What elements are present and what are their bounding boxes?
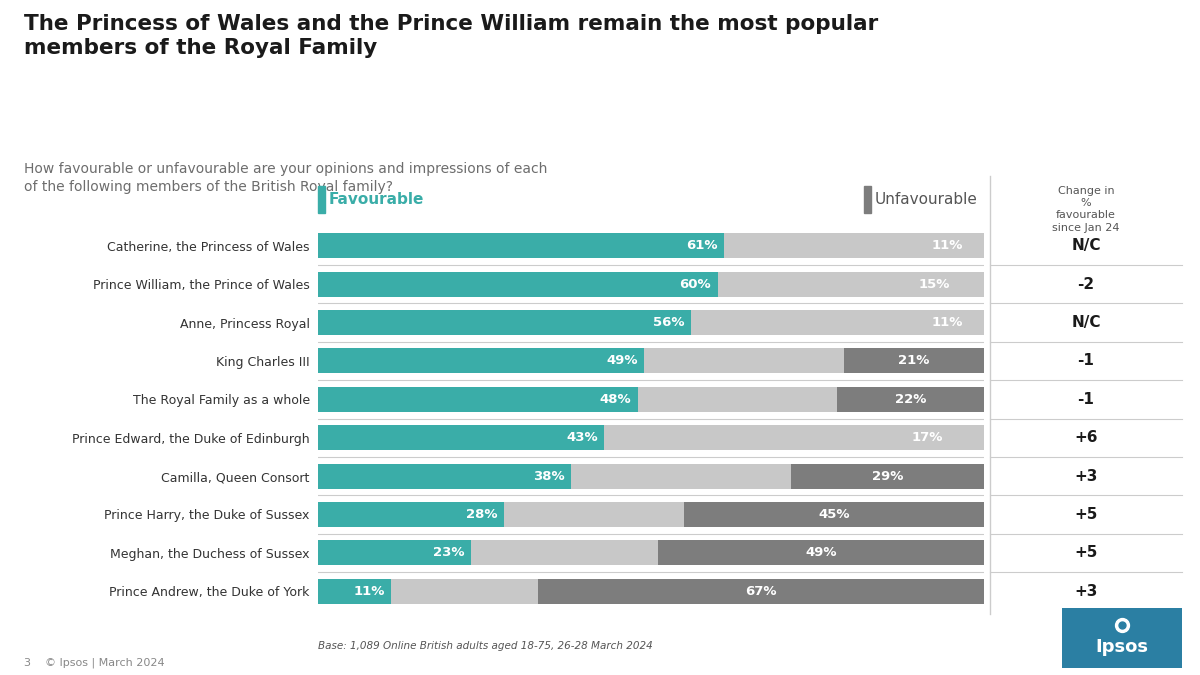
Bar [725, 234, 911, 259]
Text: Unfavourable: Unfavourable [875, 192, 978, 207]
Text: 22%: 22% [895, 393, 926, 406]
Bar [838, 387, 984, 412]
Bar [911, 234, 984, 259]
Text: 17%: 17% [912, 431, 943, 444]
Bar [658, 541, 984, 566]
Text: Ipsos: Ipsos [1096, 638, 1148, 656]
Bar [718, 272, 884, 296]
Text: 43%: 43% [566, 431, 598, 444]
Text: 3    © Ipsos | March 2024: 3 © Ipsos | March 2024 [24, 657, 164, 668]
Text: 28%: 28% [467, 508, 498, 521]
Bar [605, 425, 871, 450]
Text: Base: 1,089 Online British adults aged 18-75, 26-28 March 2024: Base: 1,089 Online British adults aged 1… [318, 641, 653, 651]
Text: 60%: 60% [679, 277, 710, 291]
Text: -1: -1 [1078, 392, 1094, 407]
Text: Change in
%
favourable
since Jan 24: Change in % favourable since Jan 24 [1052, 186, 1120, 233]
Bar [318, 348, 644, 373]
Text: 45%: 45% [818, 508, 850, 521]
Bar [644, 348, 844, 373]
Text: The Princess of Wales and the Prince William remain the most popular
members of : The Princess of Wales and the Prince Wil… [24, 14, 878, 57]
Text: +5: +5 [1074, 507, 1098, 522]
Text: 38%: 38% [533, 470, 564, 483]
Bar [911, 310, 984, 335]
Text: +3: +3 [1074, 584, 1098, 599]
Bar [318, 272, 718, 296]
Text: 11%: 11% [931, 316, 964, 329]
Bar [318, 387, 637, 412]
Text: +3: +3 [1074, 468, 1098, 483]
Bar [318, 541, 472, 566]
Text: 11%: 11% [353, 585, 385, 598]
Text: 23%: 23% [433, 546, 464, 560]
Text: +5: +5 [1074, 545, 1098, 560]
Bar [684, 502, 984, 527]
Bar [472, 541, 658, 566]
Bar [318, 310, 691, 335]
Bar [884, 272, 984, 296]
Text: 48%: 48% [599, 393, 631, 406]
Text: 49%: 49% [805, 546, 836, 560]
Bar [318, 234, 725, 259]
Bar [571, 464, 791, 489]
Bar [318, 464, 571, 489]
Text: 21%: 21% [899, 354, 930, 367]
Text: 49%: 49% [606, 354, 637, 367]
Text: 56%: 56% [653, 316, 684, 329]
Bar [318, 578, 391, 603]
Bar [391, 578, 538, 603]
Text: Favourable: Favourable [329, 192, 424, 207]
Text: 29%: 29% [871, 470, 904, 483]
Text: 15%: 15% [918, 277, 949, 291]
Text: 11%: 11% [931, 239, 964, 252]
Bar [538, 578, 984, 603]
Text: -1: -1 [1078, 354, 1094, 369]
Bar [637, 387, 838, 412]
Bar [691, 310, 911, 335]
Bar [844, 348, 984, 373]
Text: 61%: 61% [686, 239, 718, 252]
Text: -2: -2 [1078, 277, 1094, 292]
Text: +6: +6 [1074, 430, 1098, 446]
Text: N/C: N/C [1072, 315, 1100, 330]
Bar [871, 425, 984, 450]
Bar [318, 502, 504, 527]
Bar [791, 464, 984, 489]
Text: How favourable or unfavourable are your opinions and impressions of each
of the : How favourable or unfavourable are your … [24, 162, 547, 194]
Bar [318, 425, 605, 450]
Text: 67%: 67% [745, 585, 776, 598]
Text: N/C: N/C [1072, 238, 1100, 253]
Bar [504, 502, 684, 527]
